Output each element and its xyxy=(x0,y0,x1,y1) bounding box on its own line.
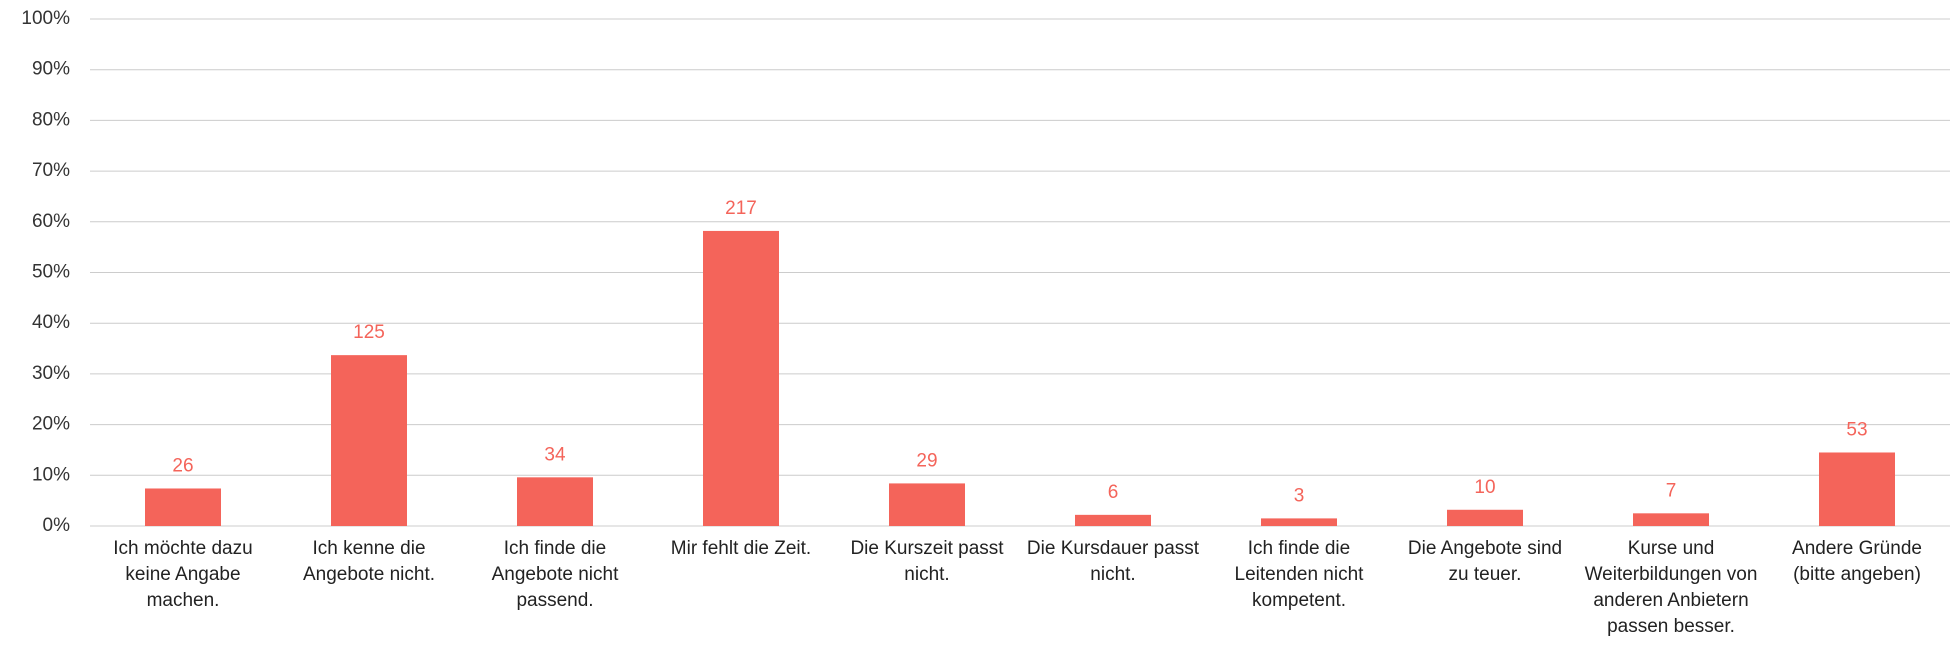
x-tick-label: Ich kenne die Angebote nicht. xyxy=(302,538,436,585)
bar xyxy=(1261,518,1337,526)
x-tick-label: Andere Gründe (bitte angeben) xyxy=(1792,538,1922,585)
x-tick-label: Ich finde die Leitenden nicht kompetent. xyxy=(1234,538,1364,611)
x-tick-label: Die Kursdauer passt nicht. xyxy=(1026,538,1200,585)
y-tick-label: 70% xyxy=(32,160,70,181)
data-label: 6 xyxy=(1108,482,1119,503)
y-tick-label: 100% xyxy=(21,8,70,29)
y-tick-label: 90% xyxy=(32,59,70,80)
data-label: 34 xyxy=(544,444,566,465)
data-label: 26 xyxy=(172,455,193,476)
y-tick-label: 60% xyxy=(32,211,70,232)
x-tick-label: Die Angebote sind zu teuer. xyxy=(1407,538,1563,585)
x-tick-label: Kurse und Weiterbildungen von anderen An… xyxy=(1584,538,1758,637)
bar xyxy=(1819,452,1895,526)
data-label: 53 xyxy=(1846,420,1867,441)
data-label: 217 xyxy=(725,198,757,219)
bar xyxy=(703,230,779,526)
bar xyxy=(145,488,221,526)
y-tick-label: 80% xyxy=(32,109,70,130)
y-tick-label: 50% xyxy=(32,262,70,283)
bar xyxy=(889,483,965,526)
y-tick-label: 40% xyxy=(32,312,70,333)
x-tick-label: Die Kurszeit passt nicht. xyxy=(850,538,1004,585)
data-label: 7 xyxy=(1666,480,1677,501)
bar xyxy=(1633,513,1709,526)
bar xyxy=(331,355,407,526)
bar xyxy=(1447,509,1523,526)
data-label: 125 xyxy=(353,322,385,343)
y-tick-label: 10% xyxy=(32,464,70,485)
x-tick-label: Ich finde die Angebote nicht passend. xyxy=(491,538,619,611)
y-tick-label: 30% xyxy=(32,363,70,384)
bar xyxy=(1075,514,1151,526)
data-label: 29 xyxy=(916,450,937,471)
data-label: 3 xyxy=(1294,485,1305,506)
y-tick-label: 20% xyxy=(32,414,70,435)
y-tick-label: 0% xyxy=(43,515,71,536)
data-label: 10 xyxy=(1474,477,1495,498)
x-tick-label: Ich möchte dazu keine Angabe machen. xyxy=(113,538,253,611)
x-tick-label: Mir fehlt die Zeit. xyxy=(670,538,812,559)
bar xyxy=(517,477,593,526)
